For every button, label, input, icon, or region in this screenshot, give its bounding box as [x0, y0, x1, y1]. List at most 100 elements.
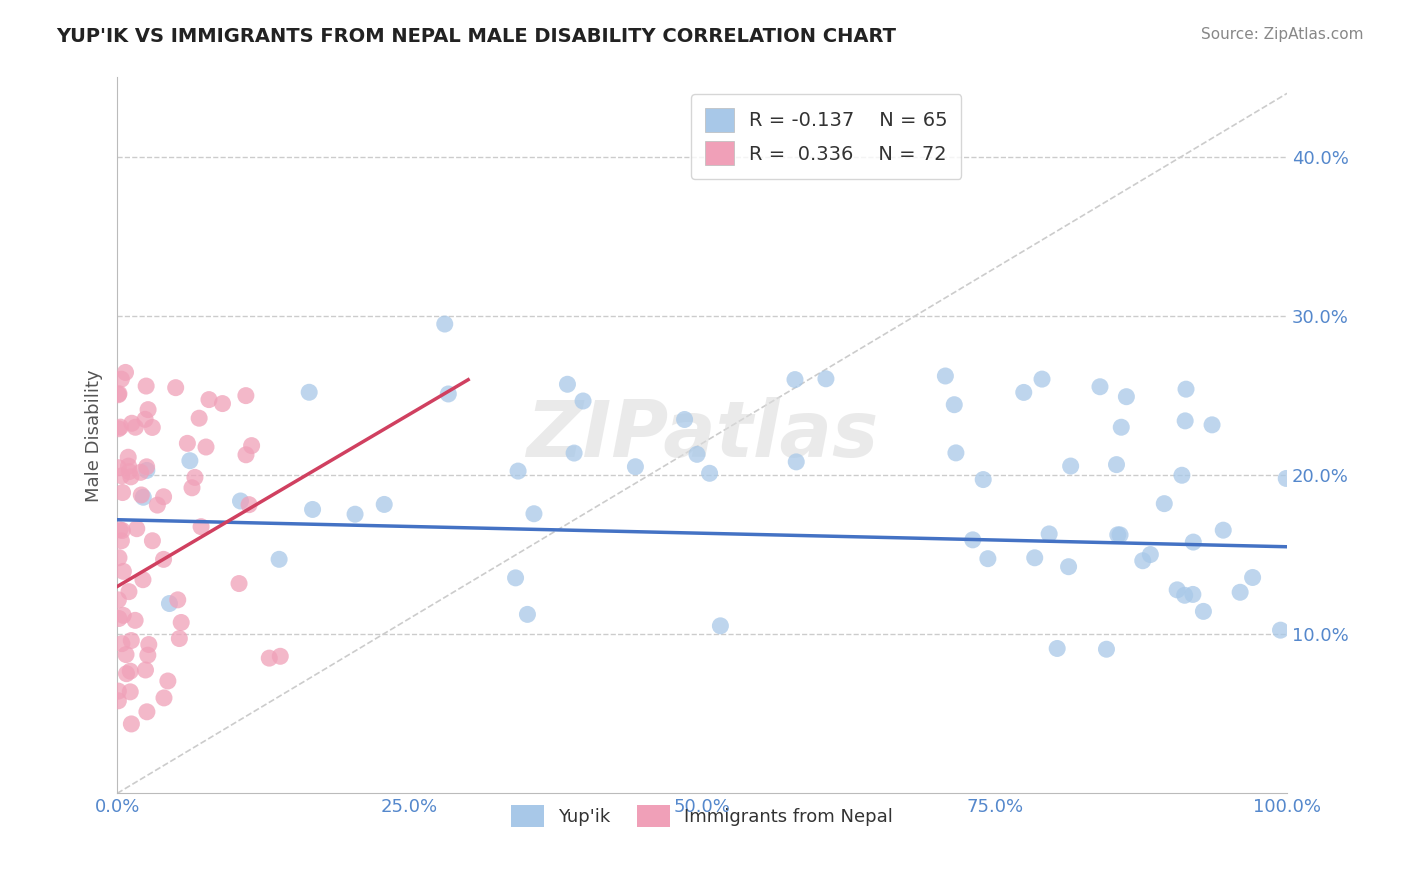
Point — [1175, 382, 1198, 396]
Point — [135, 379, 157, 393]
Point — [228, 576, 250, 591]
Point — [146, 498, 169, 512]
Point — [1012, 385, 1035, 400]
Point — [152, 490, 174, 504]
Point — [1153, 497, 1175, 511]
Point — [110, 468, 132, 483]
Point — [153, 690, 176, 705]
Point — [624, 459, 647, 474]
Point — [121, 417, 143, 431]
Point — [699, 467, 721, 481]
Point — [107, 388, 129, 402]
Point — [118, 584, 141, 599]
Point — [136, 402, 159, 417]
Point — [107, 684, 129, 698]
Point — [934, 369, 956, 384]
Point — [1132, 554, 1154, 568]
Point — [125, 522, 148, 536]
Point — [141, 533, 163, 548]
Point — [184, 470, 207, 484]
Point — [120, 685, 142, 699]
Point — [1192, 604, 1215, 618]
Point — [1229, 585, 1251, 599]
Point — [111, 637, 134, 651]
Point — [686, 447, 709, 461]
Point — [132, 490, 155, 504]
Point — [112, 608, 135, 623]
Point — [235, 448, 257, 462]
Point — [114, 366, 136, 380]
Point — [115, 648, 138, 662]
Point — [516, 607, 538, 622]
Point — [962, 533, 984, 547]
Point — [179, 453, 201, 467]
Point — [107, 460, 129, 475]
Point — [141, 420, 163, 434]
Point — [124, 420, 146, 434]
Point — [117, 459, 139, 474]
Point — [433, 317, 456, 331]
Point — [118, 465, 141, 479]
Point — [107, 422, 129, 436]
Point — [373, 498, 395, 512]
Point — [298, 385, 321, 400]
Point — [110, 420, 132, 434]
Point — [181, 481, 204, 495]
Point — [259, 651, 281, 665]
Point — [562, 446, 585, 460]
Point — [785, 455, 807, 469]
Point — [135, 463, 157, 477]
Point — [190, 519, 212, 533]
Point — [709, 619, 731, 633]
Point — [972, 473, 994, 487]
Point — [159, 597, 181, 611]
Point — [110, 372, 132, 386]
Text: YUP'IK VS IMMIGRANTS FROM NEPAL MALE DISABILITY CORRELATION CHART: YUP'IK VS IMMIGRANTS FROM NEPAL MALE DIS… — [56, 27, 896, 45]
Point — [152, 552, 174, 566]
Point — [1201, 417, 1223, 432]
Point — [1105, 458, 1128, 472]
Point — [1031, 372, 1053, 386]
Point — [1107, 528, 1129, 542]
Point — [188, 411, 211, 425]
Point — [1109, 528, 1132, 542]
Point — [945, 446, 967, 460]
Point — [112, 565, 135, 579]
Point — [129, 488, 152, 502]
Point — [240, 439, 263, 453]
Point — [136, 648, 159, 662]
Point — [107, 694, 129, 708]
Point — [557, 377, 579, 392]
Point — [111, 485, 134, 500]
Point — [943, 398, 966, 412]
Point — [235, 389, 257, 403]
Point — [1182, 535, 1205, 549]
Point — [238, 498, 260, 512]
Point — [1171, 468, 1194, 483]
Point — [1139, 548, 1161, 562]
Text: Source: ZipAtlas.com: Source: ZipAtlas.com — [1201, 27, 1364, 42]
Point — [115, 666, 138, 681]
Point — [176, 436, 198, 450]
Point — [1109, 420, 1132, 434]
Point — [1038, 527, 1060, 541]
Point — [156, 673, 179, 688]
Point — [1181, 587, 1204, 601]
Point — [120, 717, 142, 731]
Point — [107, 593, 129, 607]
Point — [783, 373, 806, 387]
Point — [134, 412, 156, 426]
Point — [120, 470, 142, 484]
Point — [198, 392, 221, 407]
Point — [1115, 390, 1137, 404]
Point — [117, 450, 139, 465]
Point — [195, 440, 218, 454]
Point — [301, 502, 323, 516]
Point — [120, 633, 142, 648]
Point — [165, 381, 187, 395]
Point — [124, 613, 146, 627]
Point — [506, 464, 529, 478]
Point — [132, 573, 155, 587]
Point — [229, 494, 252, 508]
Point — [437, 387, 460, 401]
